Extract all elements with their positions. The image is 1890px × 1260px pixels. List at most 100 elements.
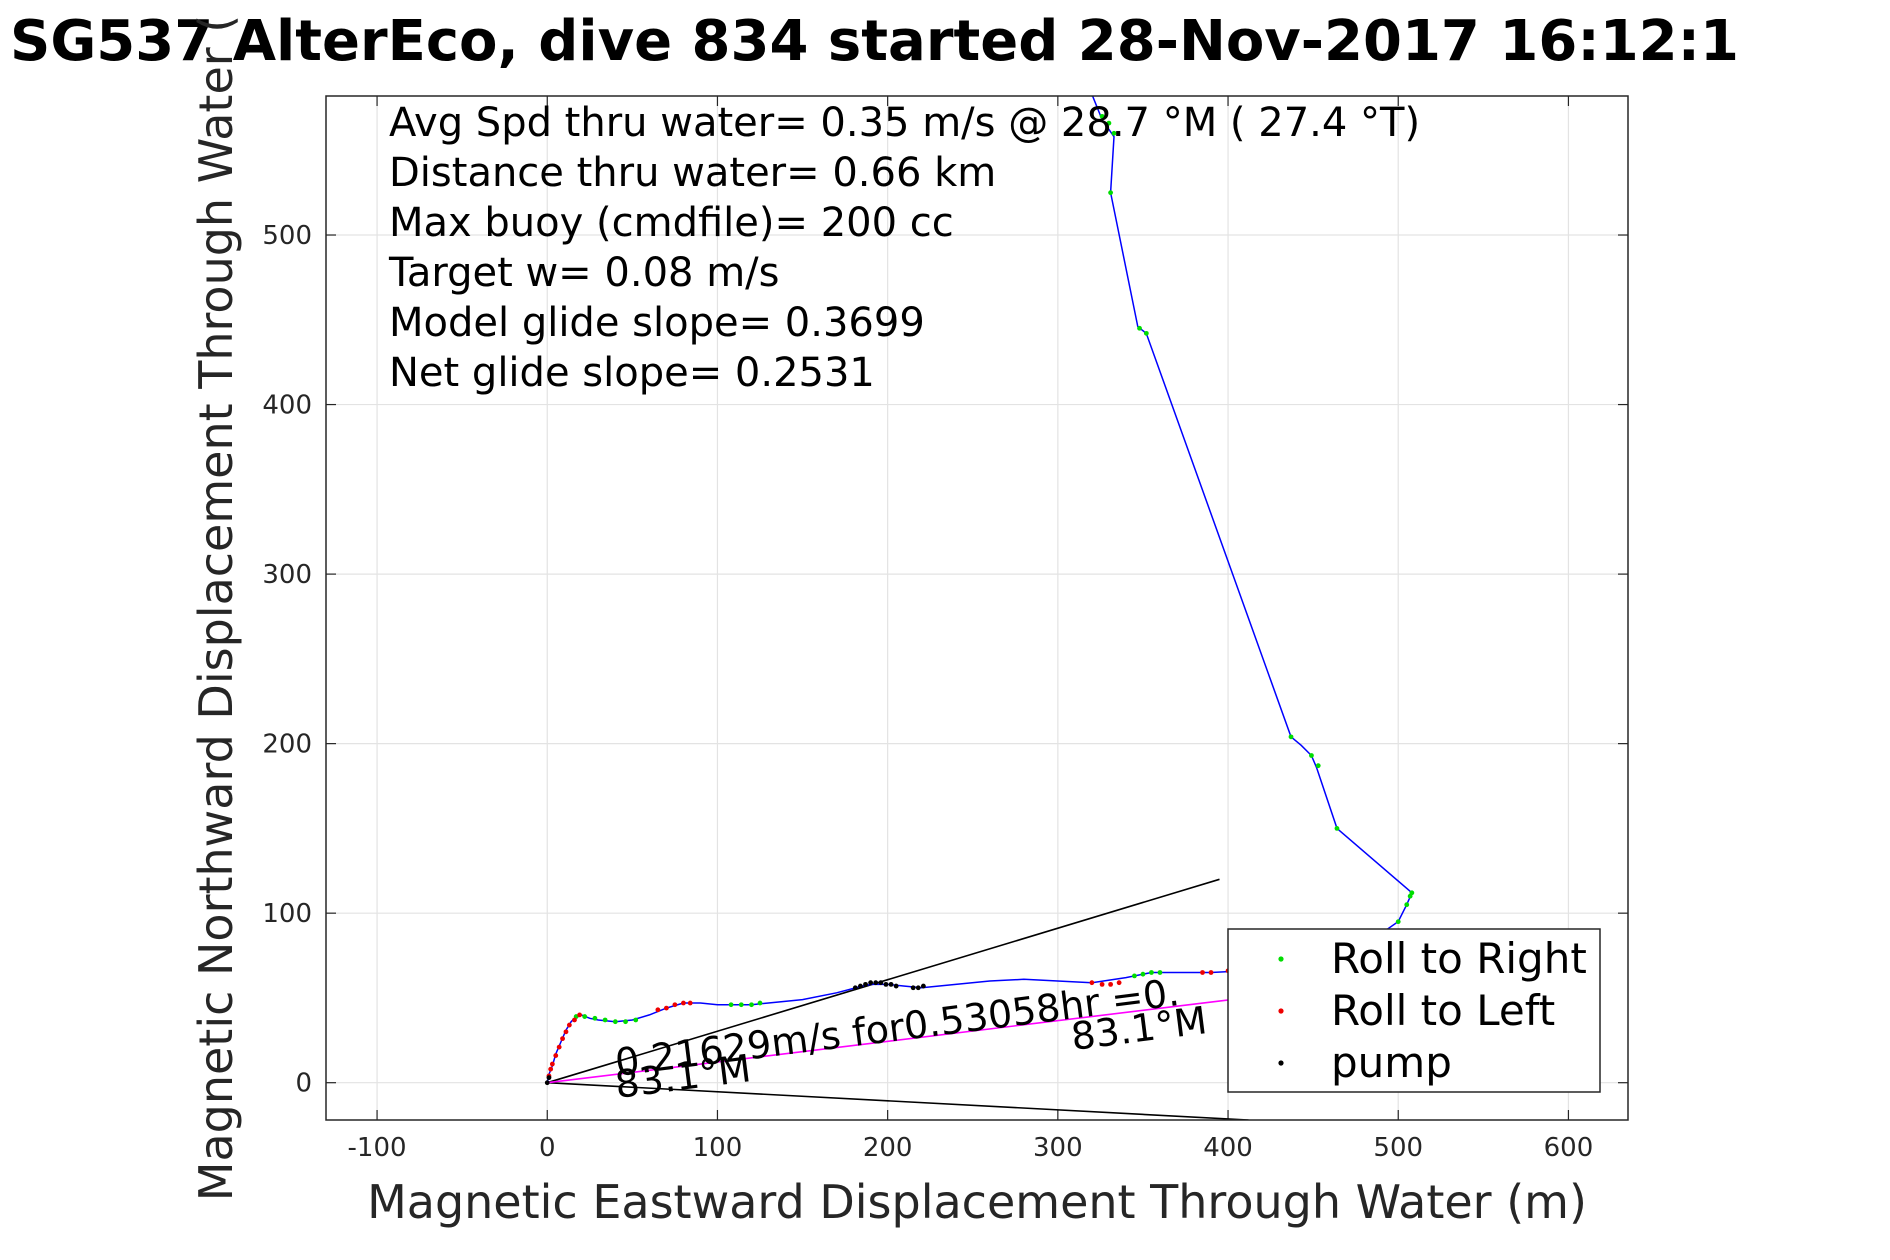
pump-point (883, 981, 889, 987)
roll-left-point (687, 1000, 693, 1006)
roll-right-point (1395, 919, 1401, 925)
roll-right-point (749, 1002, 754, 1008)
roll-right-point (1108, 190, 1114, 196)
axis-ticks: -100 0 100 200 300 400 500 600 0 100 200 300 400 500 (262, 96, 1628, 1163)
legend-marker-roll-right (1278, 956, 1284, 962)
pump-point (915, 985, 921, 991)
roll-right-point (1140, 971, 1146, 977)
roll-left-point (548, 1066, 554, 1072)
roll-right-point (1099, 113, 1105, 119)
legend: Roll to Right Roll to Left pump (1227, 928, 1601, 1093)
legend-label-roll-left: Roll to Left (1331, 986, 1555, 1035)
pump-point (920, 983, 926, 989)
roll-left-point (1108, 981, 1114, 987)
roll-right-point (592, 1015, 598, 1021)
roll-left-point (1099, 981, 1105, 987)
y-tick-label: 500 (262, 221, 312, 251)
roll-right-point (1132, 973, 1137, 979)
grid (326, 96, 1628, 1120)
pump-point (878, 980, 884, 986)
roll-right-point (1288, 734, 1294, 740)
roll-right-point (728, 1002, 734, 1008)
stat-net-glide-slope: Net glide slope= 0.2531 (389, 350, 875, 396)
roll-left-point (563, 1029, 569, 1035)
stat-model-glide-slope: Model glide slope= 0.3699 (389, 300, 925, 346)
legend-label-roll-right: Roll to Right (1331, 934, 1587, 983)
pump-point (544, 1080, 550, 1086)
roll-left-point (549, 1061, 555, 1067)
roll-right-point (623, 1019, 628, 1025)
legend-box (1227, 928, 1601, 1093)
pump-point (852, 985, 858, 991)
roll-left-point (663, 1005, 669, 1011)
pump-point (893, 983, 899, 989)
y-axis-label: Magnetic Northward Displacement Through … (189, 15, 243, 1201)
pump-point (888, 981, 894, 987)
chart-title: SG537 AlterEco, dive 834 started 28-Nov-… (10, 9, 1739, 74)
roll-right-point (1334, 825, 1340, 831)
roll-right-point (1315, 763, 1321, 769)
pump-point (858, 983, 863, 989)
x-tick-label: 300 (1033, 1133, 1083, 1163)
x-tick-label: 600 (1544, 1133, 1594, 1163)
roll-right-point (757, 1000, 763, 1006)
stats-annotation: Avg Spd thru water= 0.35 m/s @ 28.7 °M (… (388, 100, 1420, 396)
plot-frame (325, 95, 1629, 1121)
roll-left-point (566, 1022, 572, 1028)
y-tick-label: 200 (262, 730, 312, 760)
roll-left-point (1089, 980, 1095, 986)
y-tick-label: 400 (262, 391, 312, 421)
reference-line-b (547, 1081, 1249, 1120)
stat-distance: Distance thru water= 0.66 km (389, 150, 996, 196)
roll-left-point (1116, 980, 1122, 986)
x-tick-label: 400 (1203, 1133, 1253, 1163)
y-tick-label: 100 (262, 899, 312, 929)
roll-right-point (1404, 902, 1410, 908)
stat-target-w: Target w= 0.08 m/s (388, 250, 779, 296)
pump-point (873, 980, 879, 986)
legend-label-pump: pump (1331, 1038, 1452, 1087)
roll-left-point (572, 1017, 577, 1023)
roll-left-point (672, 1002, 678, 1008)
roll-left-point (560, 1036, 565, 1042)
roll-right-point (1111, 130, 1117, 136)
roll-left-point (556, 1044, 562, 1050)
x-tick-label: 0 (539, 1133, 556, 1163)
x-axis-label: Magnetic Eastward Displacement Through W… (367, 1175, 1587, 1229)
roll-right-point (1309, 753, 1314, 758)
stat-max-buoy: Max buoy (cmdfile)= 200 cc (389, 200, 954, 246)
y-tick-label: 300 (262, 560, 312, 590)
x-tick-label: 200 (863, 1133, 913, 1163)
roll-left-point (553, 1053, 559, 1058)
roll-left-point (681, 1000, 686, 1006)
pump-point (863, 981, 868, 987)
roll-right-point (602, 1017, 608, 1023)
roll-left-point (577, 1012, 582, 1018)
current-vector-line (547, 997, 1246, 1084)
stat-avg-speed: Avg Spd thru water= 0.35 m/s @ 28.7 °M (… (389, 100, 1420, 146)
roll-right-point (1149, 970, 1154, 975)
roll-right-point (1407, 893, 1413, 899)
roll-right-point (633, 1017, 639, 1023)
legend-marker-pump (1278, 1060, 1284, 1066)
x-tick-label: 500 (1373, 1133, 1423, 1163)
pump-point (910, 985, 916, 991)
pump-point (546, 1075, 552, 1081)
y-tick-label: 0 (295, 1069, 312, 1099)
roll-right-point (1137, 325, 1142, 331)
roll-left-point (655, 1007, 661, 1013)
roll-right-point (1157, 970, 1163, 975)
pump-point (868, 980, 874, 986)
roll-right-point (612, 1019, 618, 1025)
roll-left-point (1208, 970, 1214, 975)
glider-track-line (546, 96, 1413, 1083)
roll-right-point (738, 1002, 744, 1008)
roll-left-point (1200, 970, 1205, 975)
roll-right-point (1143, 330, 1149, 336)
roll-right-point (1106, 120, 1112, 126)
x-tick-label: 100 (693, 1133, 743, 1163)
legend-marker-roll-left (1278, 1008, 1284, 1014)
roll-right-point (582, 1014, 588, 1019)
x-tick-label: -100 (348, 1133, 407, 1163)
